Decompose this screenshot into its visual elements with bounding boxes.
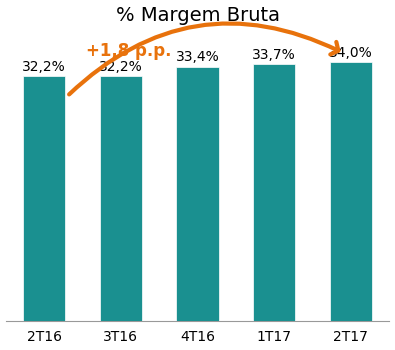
Text: 34,0%: 34,0% xyxy=(329,46,373,60)
Text: 33,7%: 33,7% xyxy=(252,48,296,62)
Bar xyxy=(23,76,65,321)
Text: +1,8 p.p.: +1,8 p.p. xyxy=(86,42,172,60)
Text: 33,4%: 33,4% xyxy=(176,50,219,64)
Text: 32,2%: 32,2% xyxy=(99,60,143,74)
Bar xyxy=(100,76,142,321)
Bar xyxy=(330,62,372,321)
Title: % Margem Bruta: % Margem Bruta xyxy=(115,6,280,25)
Text: 32,2%: 32,2% xyxy=(22,60,66,74)
Bar xyxy=(177,66,218,321)
Bar xyxy=(253,64,295,321)
